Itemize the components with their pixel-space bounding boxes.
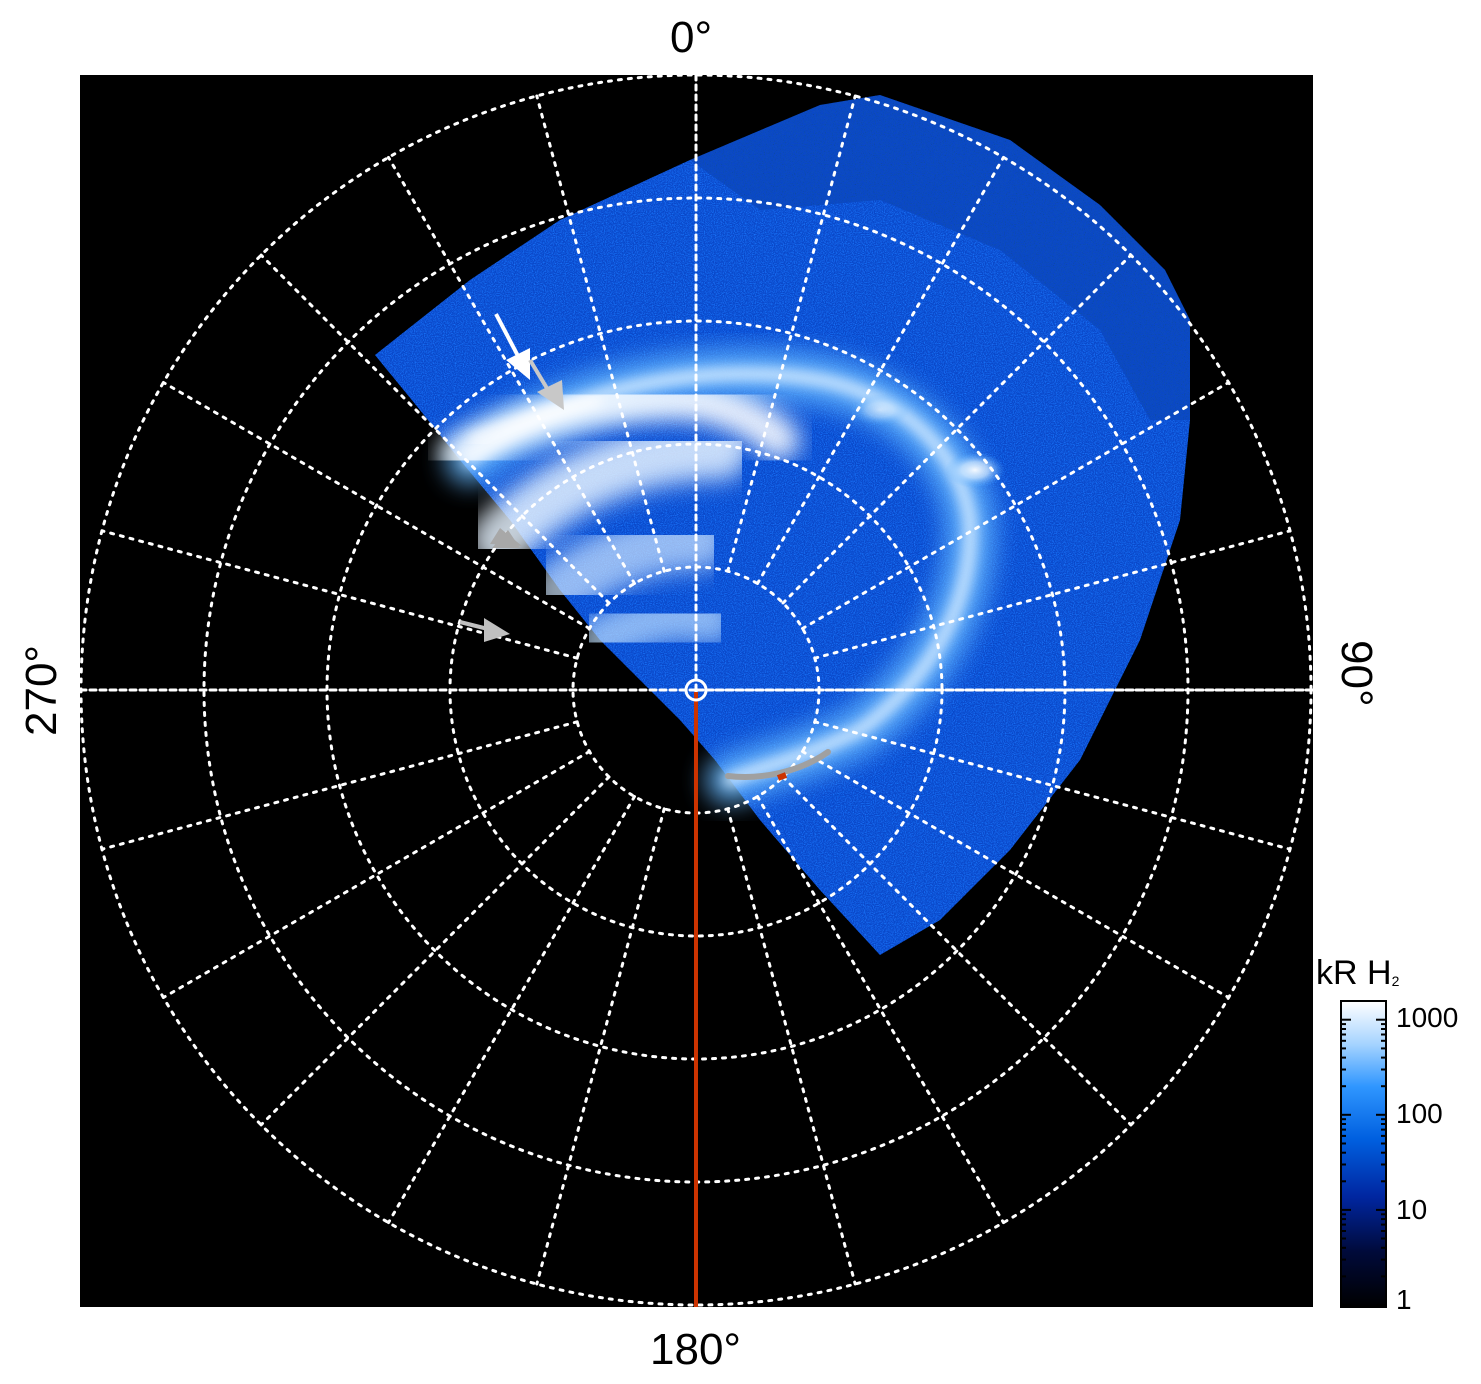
grid-meridian (781, 253, 1133, 605)
grey-arrow-2 (490, 528, 522, 548)
grid-meridian (387, 795, 636, 1225)
grid-meridian (387, 155, 636, 585)
grid-meridian (535, 94, 666, 573)
grid-meridian (756, 155, 1005, 585)
colorbar-tick-1: 1 (1396, 1284, 1412, 1315)
colorbar-title-text: kR H (1316, 954, 1392, 992)
grid-meridian (726, 94, 857, 573)
grid-meridian (801, 381, 1231, 630)
colorbar-title: kR H2 (1316, 954, 1399, 993)
grid-meridian (535, 807, 666, 1286)
colorbar-tick-1000: 1000 (1396, 1002, 1459, 1033)
grid-meridian (813, 529, 1292, 660)
grid-meridian (259, 253, 611, 605)
pole-marker (684, 678, 708, 702)
footprint-track-highlight (776, 772, 788, 781)
emission-region (375, 95, 1190, 955)
azimuth-label-left: 270° (17, 644, 66, 736)
grid-meridian (813, 720, 1292, 851)
grid-meridian (161, 381, 591, 630)
grid-meridian (161, 750, 591, 999)
grey-arrow-3 (459, 618, 510, 642)
azimuth-label-right: 90° (1332, 640, 1381, 707)
colorbar (1340, 1000, 1387, 1308)
footprint-track (725, 749, 831, 780)
colorbar-tick-100: 100 (1396, 1098, 1443, 1129)
grid-meridian (756, 795, 1005, 1225)
colorbar-gradient (1340, 1000, 1387, 1308)
grid-meridian (726, 807, 857, 1286)
grid-meridian (801, 750, 1231, 999)
azimuth-label-top: 0° (670, 13, 713, 62)
azimuth-label-bottom: 180° (650, 1325, 742, 1374)
grid-meridian (100, 720, 579, 851)
colorbar-title-subscript: 2 (1391, 973, 1400, 989)
grid-meridian (781, 775, 1133, 1127)
white-arrow (494, 313, 530, 380)
colorbar-tick-10: 10 (1396, 1194, 1428, 1225)
grid-meridian (259, 775, 611, 1127)
grey-arrow-1 (528, 358, 564, 410)
